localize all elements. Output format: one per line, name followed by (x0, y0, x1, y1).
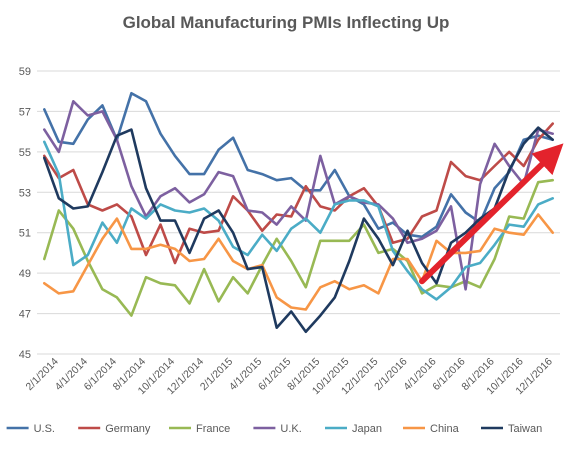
series-line-japan (42, 140, 555, 301)
legend-label: China (430, 423, 460, 435)
legend-label: Taiwan (508, 423, 542, 435)
series-line-germany (42, 122, 555, 265)
trend-arrow (418, 143, 564, 285)
y-tick-label: 51 (19, 228, 31, 240)
legend-label: U.S. (34, 423, 55, 435)
legend: U.S. Germany France U.K. Japan China Taiwan (6, 423, 542, 435)
legend-label: U.K. (280, 423, 301, 435)
y-tick-label: 55 (19, 147, 31, 159)
series-lines (42, 91, 555, 334)
series-line-china (42, 213, 555, 311)
series-line-us (42, 91, 555, 239)
legend-label: France (196, 423, 230, 435)
x-axis: 2/1/20144/1/20146/1/20148/1/201410/1/201… (24, 356, 555, 398)
series-line-uk (42, 100, 555, 291)
y-tick-label: 57 (19, 106, 31, 118)
legend-label: Germany (105, 423, 151, 435)
legend-label: Japan (352, 423, 382, 435)
annotations (418, 143, 564, 285)
y-tick-label: 45 (19, 349, 31, 361)
y-tick-label: 59 (19, 66, 31, 78)
y-tick-label: 53 (19, 187, 31, 199)
y-tick-label: 49 (19, 268, 31, 280)
y-tick-label: 47 (19, 309, 31, 321)
y-axis: 45 47 49 51 53 55 57 59 (19, 66, 31, 361)
series-line-taiwan (42, 126, 555, 334)
chart-title: Global Manufacturing PMIs Inflecting Up (123, 13, 450, 32)
series-line-france (42, 178, 555, 317)
